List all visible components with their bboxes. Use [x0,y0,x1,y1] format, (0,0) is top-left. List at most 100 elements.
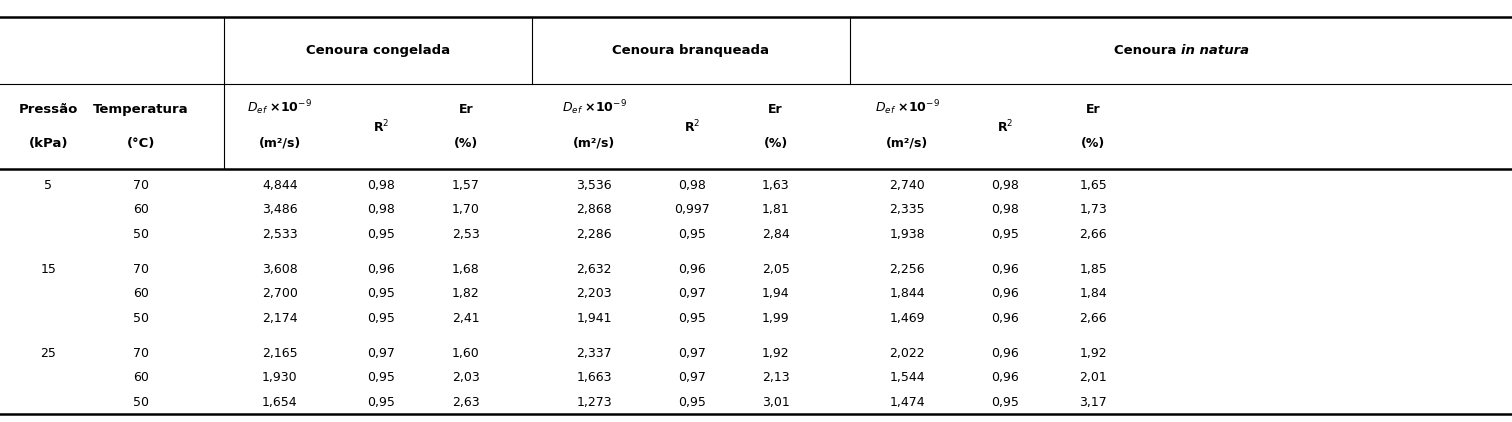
Text: 15: 15 [41,263,56,276]
Text: 2,66: 2,66 [1080,228,1107,241]
Text: 0,95: 0,95 [367,287,395,300]
Text: 2,84: 2,84 [762,228,789,241]
Text: 1,474: 1,474 [889,396,925,408]
Text: 1,544: 1,544 [889,371,925,384]
Text: $D_{ef}$ ×10$^{-9}$: $D_{ef}$ ×10$^{-9}$ [875,98,939,117]
Text: 70: 70 [133,263,148,276]
Text: 0,96: 0,96 [992,263,1019,276]
Text: 1,65: 1,65 [1080,179,1107,192]
Text: 2,337: 2,337 [576,347,612,360]
Text: 2,022: 2,022 [889,347,925,360]
Text: 2,286: 2,286 [576,228,612,241]
Text: 2,533: 2,533 [262,228,298,241]
Text: 1,70: 1,70 [452,203,479,216]
Text: 0,96: 0,96 [992,347,1019,360]
Text: 1,68: 1,68 [452,263,479,276]
Text: 0,95: 0,95 [367,371,395,384]
Text: 0,96: 0,96 [992,371,1019,384]
Text: 0,98: 0,98 [679,179,706,192]
Text: 1,85: 1,85 [1080,263,1107,276]
Text: 1,84: 1,84 [1080,287,1107,300]
Text: 0,997: 0,997 [674,203,711,216]
Text: (kPa): (kPa) [29,137,68,150]
Text: (%): (%) [1081,137,1105,150]
Text: 2,700: 2,700 [262,287,298,300]
Text: 60: 60 [133,287,148,300]
Text: Cenoura: Cenoura [1114,44,1181,57]
Text: (%): (%) [454,137,478,150]
Text: 3,608: 3,608 [262,263,298,276]
Text: 1,99: 1,99 [762,312,789,325]
Text: 2,01: 2,01 [1080,371,1107,384]
Text: 1,930: 1,930 [262,371,298,384]
Text: $D_{ef}$ ×10$^{-9}$: $D_{ef}$ ×10$^{-9}$ [248,98,311,117]
Text: R$^2$: R$^2$ [998,118,1013,135]
Text: (m²/s): (m²/s) [886,137,928,150]
Text: Cenoura congelada: Cenoura congelada [305,44,451,57]
Text: 70: 70 [133,179,148,192]
Text: 2,03: 2,03 [452,371,479,384]
Text: 0,97: 0,97 [679,287,706,300]
Text: 0,96: 0,96 [992,287,1019,300]
Text: (m²/s): (m²/s) [573,137,615,150]
Text: 0,97: 0,97 [679,371,706,384]
Text: $D_{ef}$ ×10$^{-9}$: $D_{ef}$ ×10$^{-9}$ [562,98,626,117]
Text: 1,941: 1,941 [576,312,612,325]
Text: 3,17: 3,17 [1080,396,1107,408]
Text: 2,632: 2,632 [576,263,612,276]
Text: Pressão: Pressão [18,103,79,116]
Text: 1,92: 1,92 [1080,347,1107,360]
Text: 2,174: 2,174 [262,312,298,325]
Text: 2,740: 2,740 [889,179,925,192]
Text: 0,95: 0,95 [679,312,706,325]
Text: 0,97: 0,97 [367,347,395,360]
Text: 0,98: 0,98 [992,179,1019,192]
Text: Er: Er [458,103,473,116]
Text: 0,95: 0,95 [679,396,706,408]
Text: (°C): (°C) [127,137,154,150]
Text: (%): (%) [764,137,788,150]
Text: 1,938: 1,938 [889,228,925,241]
Text: 2,868: 2,868 [576,203,612,216]
Text: 25: 25 [41,347,56,360]
Text: 2,13: 2,13 [762,371,789,384]
Text: 3,486: 3,486 [262,203,298,216]
Text: 0,96: 0,96 [679,263,706,276]
Text: 60: 60 [133,371,148,384]
Text: 1,273: 1,273 [576,396,612,408]
Text: 0,96: 0,96 [992,312,1019,325]
Text: 50: 50 [133,396,148,408]
Text: 2,53: 2,53 [452,228,479,241]
Text: 1,844: 1,844 [889,287,925,300]
Text: R$^2$: R$^2$ [373,118,389,135]
Text: in natura: in natura [1181,44,1249,57]
Text: 0,95: 0,95 [367,396,395,408]
Text: 0,95: 0,95 [367,228,395,241]
Text: 0,97: 0,97 [679,347,706,360]
Text: 1,469: 1,469 [889,312,925,325]
Text: 0,96: 0,96 [367,263,395,276]
Text: 50: 50 [133,312,148,325]
Text: 2,165: 2,165 [262,347,298,360]
Text: 2,203: 2,203 [576,287,612,300]
Text: 1,663: 1,663 [576,371,612,384]
Text: 0,95: 0,95 [992,396,1019,408]
Text: 1,63: 1,63 [762,179,789,192]
Text: 2,335: 2,335 [889,203,925,216]
Text: 1,82: 1,82 [452,287,479,300]
Text: 2,41: 2,41 [452,312,479,325]
Text: 5: 5 [44,179,53,192]
Text: 1,654: 1,654 [262,396,298,408]
Text: 3,536: 3,536 [576,179,612,192]
Text: 60: 60 [133,203,148,216]
Text: 2,63: 2,63 [452,396,479,408]
Text: R$^2$: R$^2$ [685,118,700,135]
Text: 0,95: 0,95 [992,228,1019,241]
Text: Cenoura branqueada: Cenoura branqueada [612,44,770,57]
Text: 0,98: 0,98 [367,179,395,192]
Text: 3,01: 3,01 [762,396,789,408]
Text: 1,92: 1,92 [762,347,789,360]
Text: Temperatura: Temperatura [92,103,189,116]
Text: 1,94: 1,94 [762,287,789,300]
Text: Er: Er [1086,103,1101,116]
